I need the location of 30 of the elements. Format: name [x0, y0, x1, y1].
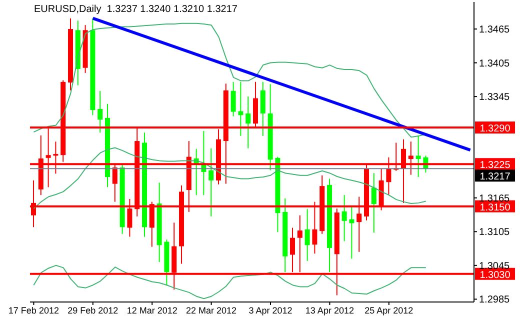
candlestick	[230, 81, 236, 117]
candlestick	[371, 172, 376, 234]
y-tick-label: 1.3345	[479, 92, 510, 104]
ref-line-label: 1.3030	[480, 270, 511, 281]
candlestick	[416, 134, 421, 178]
candlestick	[238, 81, 244, 136]
candlestick	[342, 194, 347, 242]
ref-line-label: 1.3290	[480, 124, 511, 135]
candlestick	[208, 148, 214, 217]
candlestick	[260, 81, 266, 136]
x-tick-label: 22 Mar 2012	[186, 305, 237, 316]
line-series	[33, 264, 426, 300]
y-tick-label: 1.3465	[479, 24, 510, 36]
x-tick-label: 12 Mar 2012	[126, 305, 178, 316]
ref-line-label: 1.3225	[480, 160, 511, 172]
line-series	[33, 22, 426, 138]
x-tick-label: 25 Apr 2012	[364, 305, 414, 316]
candlestick	[98, 90, 103, 134]
x-tick-label: 3 Apr 2012	[248, 305, 292, 316]
x-tick-label: 13 Apr 2012	[305, 305, 354, 316]
chart-title: EURUSD,Daily 1.3237 1.3240 1.3210 1.3217	[34, 4, 238, 15]
candlestick	[246, 96, 251, 149]
y-tick-label: 1.2985	[479, 294, 510, 306]
y-tick-label: 1.3405	[479, 58, 510, 70]
x-tick-label: 29 Feb 2012	[68, 305, 118, 316]
ref-line-label: 1.3150	[480, 202, 511, 214]
y-tick-label: 1.3105	[479, 227, 510, 238]
candlestick	[304, 208, 310, 262]
x-tick-label: 17 Feb 2012	[8, 305, 59, 316]
ref-line-label: 1.3217	[480, 172, 511, 183]
